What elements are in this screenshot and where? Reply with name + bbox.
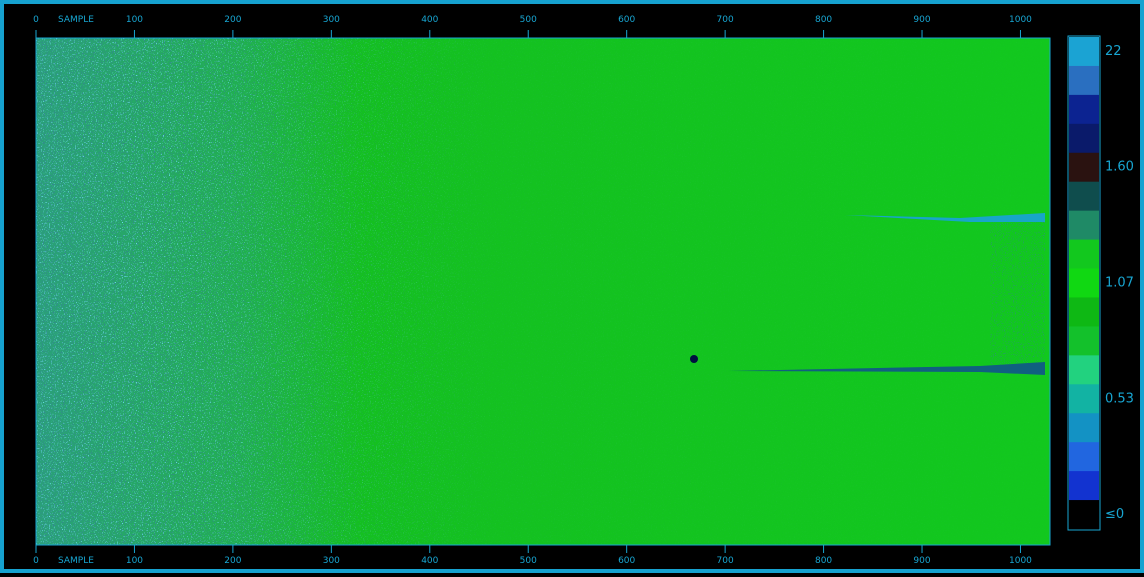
x-tick-label: 900 bbox=[913, 15, 930, 25]
scan-noise bbox=[36, 38, 1050, 545]
color-scale-label: 1.60 bbox=[1105, 160, 1134, 175]
color-bar-segment bbox=[1069, 500, 1099, 530]
color-bar-segment bbox=[1069, 239, 1099, 270]
x-tick-label: 500 bbox=[520, 15, 537, 25]
x-tick-label: 300 bbox=[323, 15, 340, 25]
color-bar-segment bbox=[1069, 471, 1099, 501]
x-tick-label: 600 bbox=[618, 556, 635, 566]
color-bar-segment bbox=[1069, 355, 1099, 385]
color-bar-segment bbox=[1069, 268, 1099, 298]
color-bar-segment bbox=[1069, 326, 1099, 356]
color-bar-segment bbox=[1069, 384, 1099, 414]
color-bar-segment bbox=[1069, 297, 1099, 327]
color-bar-segment bbox=[1069, 94, 1099, 125]
x-tick-label: 200 bbox=[224, 15, 241, 25]
x-tick-label: 1000 bbox=[1009, 15, 1032, 25]
x-tick-label: 0 bbox=[33, 556, 39, 566]
x-tick-label: 100 bbox=[126, 556, 143, 566]
defect-indication bbox=[690, 213, 1045, 375]
color-bar-segment bbox=[1069, 442, 1099, 472]
x-tick-label: 600 bbox=[618, 15, 635, 25]
x-tick-label: 200 bbox=[224, 556, 241, 566]
x-tick-label: 400 bbox=[421, 556, 438, 566]
x-tick-label: 700 bbox=[717, 556, 734, 566]
x-tick-label: 100 bbox=[126, 15, 143, 25]
color-scale-label: ≤0 bbox=[1105, 507, 1124, 522]
color-scale-label: 22 bbox=[1105, 44, 1122, 59]
color-bar-segment bbox=[1069, 181, 1099, 212]
color-bar-segment bbox=[1069, 123, 1099, 154]
color-scale-label: 0.53 bbox=[1105, 391, 1134, 406]
color-bar-segment bbox=[1069, 152, 1099, 183]
x-tick-label: 400 bbox=[421, 15, 438, 25]
x-tick-label: 900 bbox=[913, 556, 930, 566]
x-axis: SAMPLE SAMPLE bbox=[58, 15, 94, 566]
x-axis-label: SAMPLE bbox=[58, 15, 94, 25]
x-tick-label: 700 bbox=[717, 15, 734, 25]
plot-border bbox=[35, 37, 1051, 546]
x-tick-label: 500 bbox=[520, 556, 537, 566]
color-bar-segment bbox=[1069, 210, 1099, 241]
color-bar-segment bbox=[1069, 37, 1099, 67]
x-tick-label: 800 bbox=[815, 15, 832, 25]
x-axis-label: SAMPLE bbox=[58, 556, 94, 566]
x-tick-label: 0 bbox=[33, 15, 39, 25]
color-bar-border bbox=[1067, 35, 1101, 531]
x-tick-label: 1000 bbox=[1009, 556, 1032, 566]
x-tick-label: 300 bbox=[323, 556, 340, 566]
color-bar-segment bbox=[1069, 65, 1099, 96]
x-tick-label: 800 bbox=[815, 556, 832, 566]
color-scale-label: 1.07 bbox=[1105, 276, 1134, 291]
color-bar-segment bbox=[1069, 413, 1099, 443]
